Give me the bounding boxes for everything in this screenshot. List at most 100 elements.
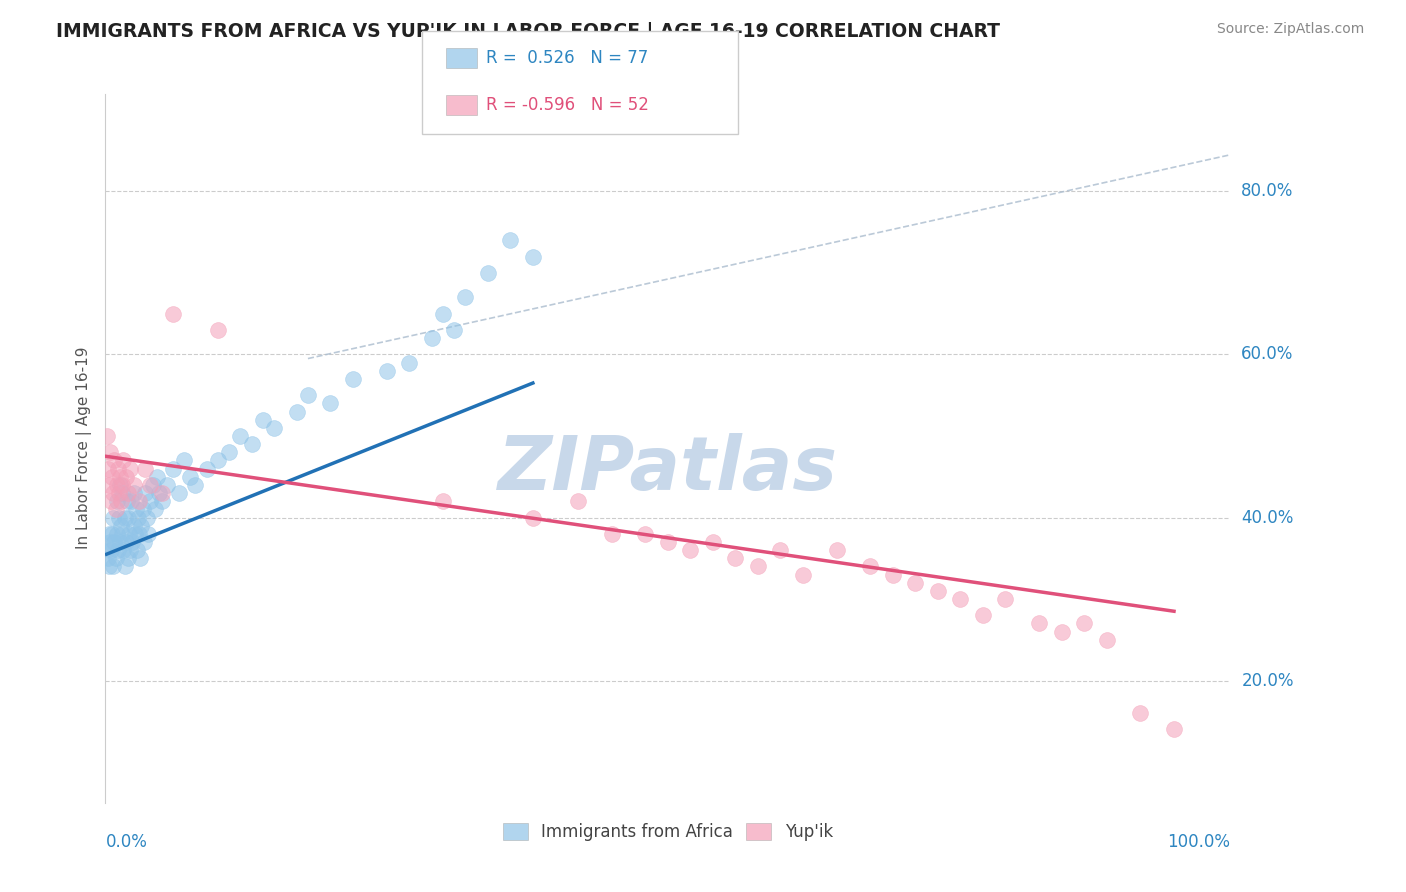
Point — [96, 543, 118, 558]
Point — [1073, 616, 1095, 631]
Point — [702, 535, 724, 549]
Point — [114, 559, 136, 574]
Point — [124, 526, 146, 541]
Point — [118, 526, 141, 541]
Point — [432, 494, 454, 508]
Point — [105, 526, 128, 541]
Point — [96, 429, 118, 443]
Point — [101, 469, 124, 483]
Point — [143, 502, 166, 516]
Point — [132, 535, 155, 549]
Point — [122, 518, 145, 533]
Point — [218, 445, 240, 459]
Point — [522, 250, 544, 264]
Point — [121, 535, 143, 549]
Point — [103, 510, 125, 524]
Point — [114, 510, 136, 524]
Point — [107, 461, 129, 475]
Point — [103, 559, 125, 574]
Legend: Immigrants from Africa, Yup'ik: Immigrants from Africa, Yup'ik — [496, 816, 839, 847]
Point — [207, 453, 229, 467]
Point — [104, 551, 127, 566]
Point — [136, 510, 159, 524]
Point — [103, 535, 125, 549]
Text: Source: ZipAtlas.com: Source: ZipAtlas.com — [1216, 22, 1364, 37]
Point — [432, 307, 454, 321]
Point — [375, 364, 398, 378]
Y-axis label: In Labor Force | Age 16-19: In Labor Force | Age 16-19 — [76, 347, 91, 549]
Point — [104, 502, 127, 516]
Point — [108, 535, 131, 549]
Point — [398, 356, 420, 370]
Point — [120, 461, 142, 475]
Point — [1028, 616, 1050, 631]
Point — [724, 551, 747, 566]
Point — [111, 526, 134, 541]
Point — [420, 331, 443, 345]
Point — [117, 486, 139, 500]
Text: 0.0%: 0.0% — [105, 833, 148, 851]
Point — [105, 494, 128, 508]
Point — [443, 323, 465, 337]
Point — [125, 543, 148, 558]
Point — [128, 494, 150, 508]
Point — [101, 526, 124, 541]
Point — [111, 478, 134, 492]
Point — [131, 502, 153, 516]
Point — [156, 478, 179, 492]
Text: 60.0%: 60.0% — [1241, 345, 1294, 364]
Point — [122, 486, 145, 500]
Point — [162, 307, 184, 321]
Text: R = -0.596   N = 52: R = -0.596 N = 52 — [486, 96, 650, 114]
Point — [927, 583, 949, 598]
Text: 100.0%: 100.0% — [1167, 833, 1230, 851]
Point — [114, 469, 136, 483]
Point — [342, 372, 364, 386]
Point — [150, 494, 173, 508]
Point — [97, 559, 120, 574]
Point — [97, 461, 120, 475]
Point — [131, 518, 153, 533]
Point — [98, 445, 121, 459]
Point — [195, 461, 218, 475]
Point — [994, 592, 1017, 607]
Point — [107, 543, 129, 558]
Text: ZIPatlas: ZIPatlas — [498, 433, 838, 506]
Point — [319, 396, 342, 410]
Point — [769, 543, 792, 558]
Point — [825, 543, 848, 558]
Point — [112, 543, 135, 558]
Point — [477, 266, 499, 280]
Point — [949, 592, 972, 607]
Point — [100, 543, 122, 558]
Point — [110, 518, 132, 533]
Point — [100, 494, 122, 508]
Point — [522, 510, 544, 524]
Point — [115, 494, 138, 508]
Point — [859, 559, 882, 574]
Point — [972, 608, 994, 623]
Point — [108, 486, 131, 500]
Text: 20.0%: 20.0% — [1241, 672, 1294, 690]
Text: R =  0.526   N = 77: R = 0.526 N = 77 — [486, 49, 648, 67]
Point — [112, 453, 135, 467]
Point — [567, 494, 589, 508]
Point — [128, 526, 150, 541]
Point — [134, 461, 156, 475]
Point — [150, 486, 173, 500]
Point — [136, 526, 159, 541]
Point — [98, 535, 121, 549]
Point — [263, 421, 285, 435]
Point — [125, 502, 148, 516]
Point — [600, 526, 623, 541]
Point — [1050, 624, 1073, 639]
Point — [114, 535, 136, 549]
Point — [97, 551, 120, 566]
Point — [229, 429, 252, 443]
Point — [297, 388, 319, 402]
Point — [240, 437, 263, 451]
Point — [657, 535, 679, 549]
Point — [142, 478, 165, 492]
Point — [184, 478, 207, 492]
Text: 80.0%: 80.0% — [1241, 183, 1294, 201]
